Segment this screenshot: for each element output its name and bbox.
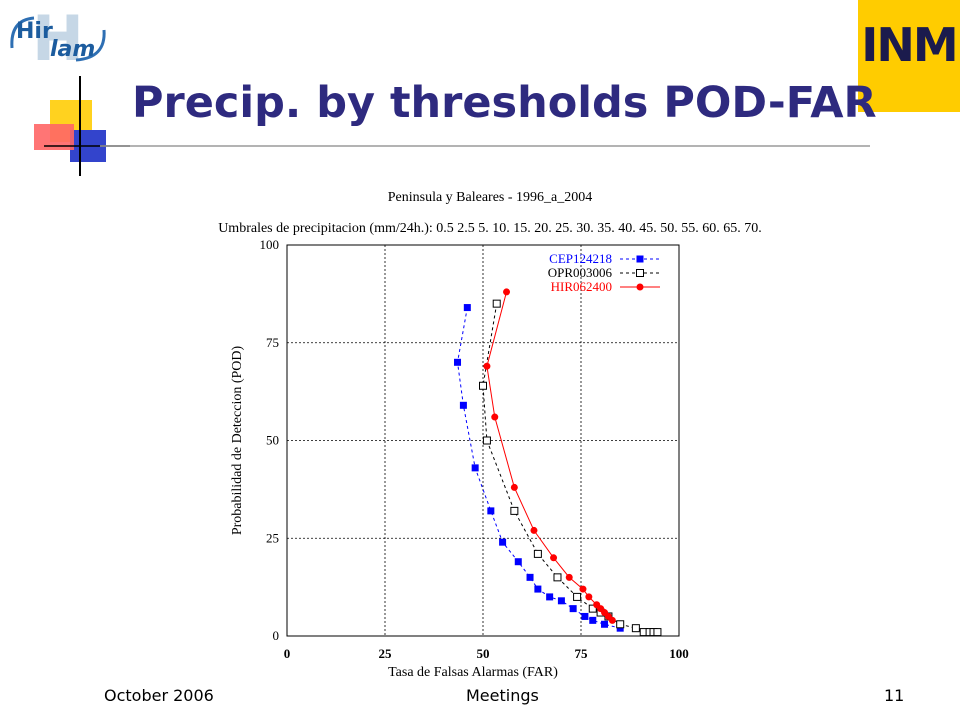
x-tick-label: 75 — [575, 646, 589, 661]
x-tick-label: 50 — [477, 646, 490, 661]
data-point — [534, 585, 542, 593]
data-point — [636, 283, 644, 291]
data-point — [479, 381, 487, 390]
data-point — [533, 549, 542, 558]
legend-label: CEP124218 — [549, 251, 612, 266]
data-point — [463, 304, 471, 312]
data-point — [631, 624, 640, 633]
slide-title: Precip. by thresholds POD-FAR — [132, 78, 877, 128]
legend-label: HIR062400 — [551, 279, 612, 294]
data-point — [608, 616, 616, 624]
data-point — [510, 506, 519, 515]
data-point — [491, 413, 499, 421]
hirlam-logo-text-lam: lam — [50, 37, 95, 62]
data-point — [526, 573, 534, 581]
data-point — [573, 592, 582, 601]
data-point — [601, 620, 609, 628]
footer-date: October 2006 — [104, 686, 214, 705]
y-tick-label: 100 — [260, 237, 280, 252]
x-tick-label: 0 — [284, 646, 291, 661]
page-number: 11 — [884, 686, 905, 705]
y-tick-label: 75 — [266, 335, 279, 350]
data-point — [557, 597, 565, 605]
data-point — [579, 585, 587, 593]
data-point — [565, 573, 573, 581]
hirlam-logo-text-hir: Hir — [16, 19, 53, 44]
data-point — [546, 593, 554, 601]
data-point — [653, 628, 662, 637]
data-point — [487, 507, 495, 515]
data-point — [589, 616, 597, 624]
svg-text:H: H — [32, 10, 84, 68]
hirlam-logo: H Hir lam — [10, 10, 106, 68]
data-point — [471, 464, 479, 472]
y-tick-label: 50 — [266, 433, 279, 448]
data-point — [636, 255, 644, 263]
data-point — [530, 526, 538, 534]
data-point — [492, 299, 501, 308]
data-point — [553, 573, 562, 582]
title-decoration — [34, 76, 130, 176]
inm-logo-text: INM — [861, 18, 958, 72]
data-point — [581, 612, 589, 620]
data-point — [616, 620, 625, 629]
data-point — [482, 436, 491, 445]
series-line-HIR062400 — [486, 291, 613, 621]
data-point — [588, 604, 597, 613]
data-point — [585, 593, 593, 601]
data-point — [569, 605, 577, 613]
data-point — [459, 401, 467, 409]
y-axis-label: Probabilidad de Deteccion (POD) — [230, 345, 245, 535]
data-point — [636, 269, 644, 277]
data-point — [499, 538, 507, 546]
data-point — [510, 483, 518, 491]
x-tick-label: 100 — [669, 646, 689, 661]
x-axis-label: Tasa de Falsas Alarmas (FAR) — [388, 665, 558, 680]
title-rule — [100, 145, 870, 147]
plot-frame — [286, 244, 680, 637]
legend-label: OPR003006 — [548, 265, 613, 280]
x-tick-label: 25 — [379, 646, 393, 661]
data-point — [503, 288, 511, 296]
data-point — [550, 554, 558, 562]
inm-logo: INM — [858, 0, 960, 112]
data-point — [514, 558, 522, 566]
chart-title: Peninsula y Baleares - 1996_a_2004 — [387, 190, 593, 205]
data-point — [454, 358, 462, 366]
series-line-CEP124218 — [457, 307, 621, 629]
footer-title: Meetings — [466, 686, 539, 705]
chart-subtitle: Umbrales de precipitacion (mm/24h.): 0.5… — [218, 221, 762, 236]
data-point — [483, 362, 491, 370]
y-tick-label: 25 — [266, 530, 279, 545]
y-tick-label: 0 — [273, 628, 280, 643]
